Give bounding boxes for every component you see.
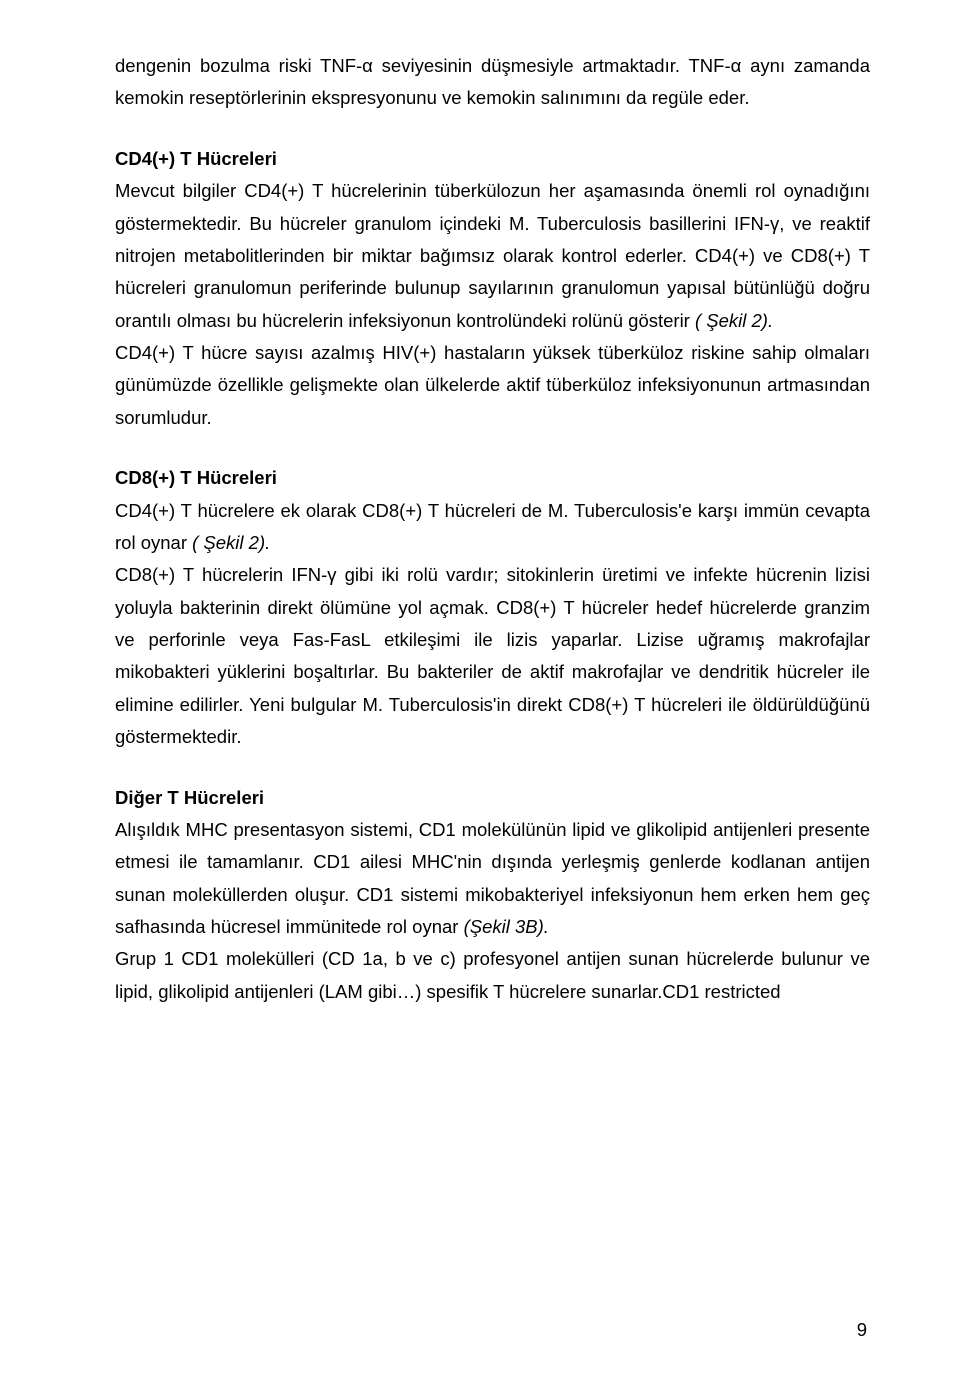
text-cd8-1b-italic: ( Şekil 2). (192, 532, 270, 553)
paragraph-cd8-1: CD4(+) T hücrelere ek olarak CD8(+) T hü… (115, 495, 870, 560)
paragraph-other-1: Alışıldık MHC presentasyon sistemi, CD1 … (115, 814, 870, 944)
text-cd4-1b-italic: ( Şekil 2). (695, 310, 773, 331)
paragraph-cd8-2: CD8(+) T hücrelerin IFN-γ gibi iki rolü … (115, 559, 870, 753)
heading-cd4: CD4(+) T Hücreleri (115, 143, 870, 175)
paragraph-intro: dengenin bozulma riski TNF-α seviyesinin… (115, 50, 870, 115)
paragraph-cd4-1: Mevcut bilgiler CD4(+) T hücrelerinin tü… (115, 175, 870, 337)
paragraph-cd4-2: CD4(+) T hücre sayısı azalmış HIV(+) has… (115, 337, 870, 434)
page-number: 9 (857, 1314, 867, 1346)
paragraph-other-2: Grup 1 CD1 molekülleri (CD 1a, b ve c) p… (115, 943, 870, 1008)
heading-cd8: CD8(+) T Hücreleri (115, 462, 870, 494)
text-cd4-1a: Mevcut bilgiler CD4(+) T hücrelerinin tü… (115, 180, 870, 331)
text-other-1b-italic: (Şekil 3B). (464, 916, 549, 937)
heading-other-t: Diğer T Hücreleri (115, 782, 870, 814)
